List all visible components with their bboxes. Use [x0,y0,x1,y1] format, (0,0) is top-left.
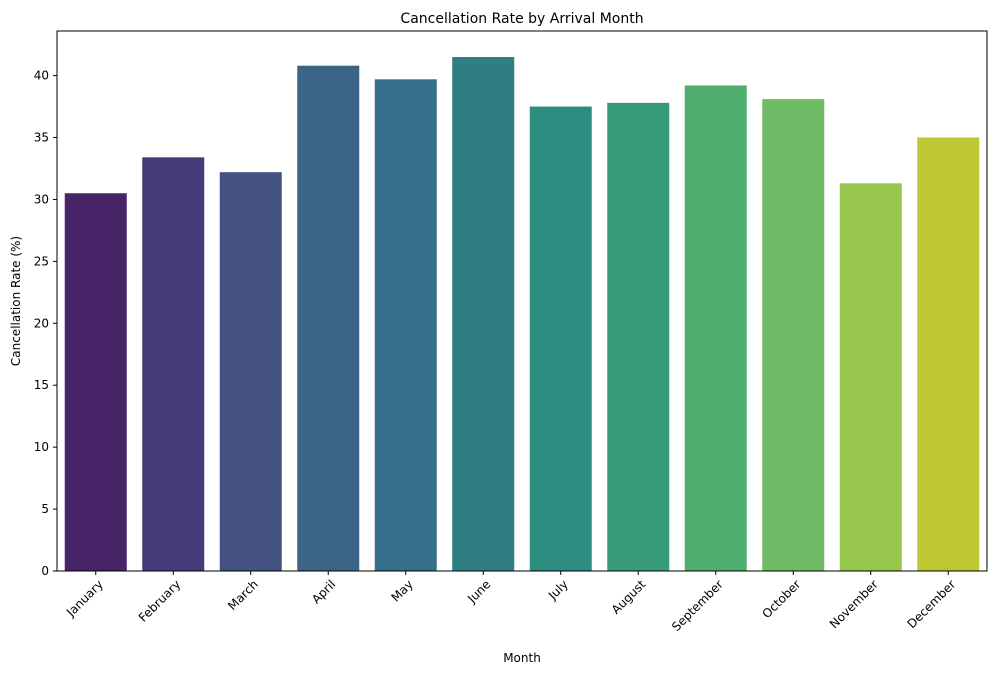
x-axis-label: Month [503,651,541,665]
y-tick-label: 20 [34,316,49,330]
y-tick-label: 0 [41,564,49,578]
bar-december [917,137,980,571]
y-tick-label: 10 [34,440,49,454]
bar-march [219,172,282,571]
plot-frame [56,30,988,572]
chart-title: Cancellation Rate by Arrival Month [400,11,643,27]
bar-july [529,106,592,572]
bar-april [297,65,360,572]
bar-october [762,99,825,572]
y-tick-label: 35 [34,131,49,145]
bar-september [684,85,747,571]
y-tick-label: 25 [34,254,49,268]
y-axis: 0 5 10 15 20 25 30 35 40 [34,69,57,578]
y-tick-label: 40 [34,69,49,83]
y-tick-label: 5 [41,502,49,516]
bar-november [839,183,902,571]
bar-may [374,79,437,572]
bar-august [607,102,670,571]
y-axis-label: Cancellation Rate (%) [9,236,23,366]
bar-february [142,157,205,571]
bars-group [64,57,980,572]
bar-january [64,193,127,571]
y-tick-label: 30 [34,192,49,206]
y-tick-label: 15 [34,378,49,392]
bar-june [452,57,515,571]
